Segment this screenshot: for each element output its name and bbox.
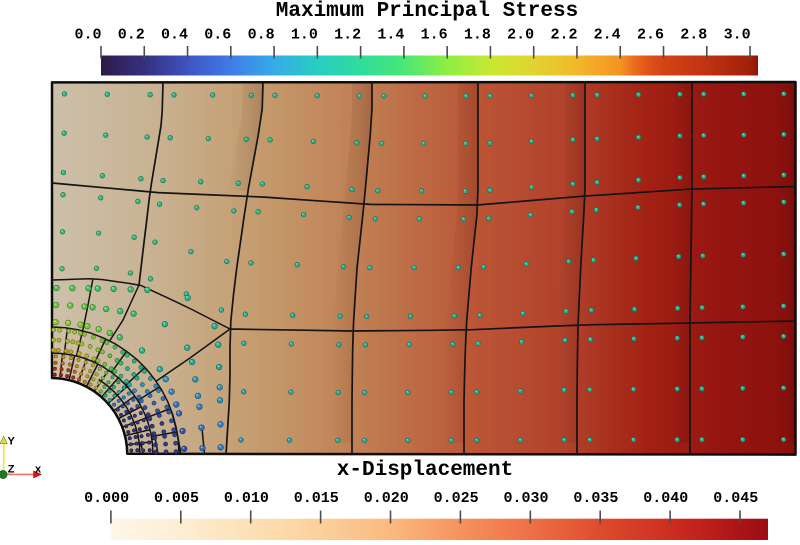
svg-text:Maximum Principal Stress: Maximum Principal Stress: [276, 0, 578, 23]
svg-text:1.8: 1.8: [464, 27, 491, 44]
svg-text:1.6: 1.6: [421, 27, 448, 44]
svg-text:Y: Y: [8, 436, 16, 448]
svg-text:0.035: 0.035: [573, 490, 618, 507]
svg-text:0.005: 0.005: [154, 490, 199, 507]
svg-text:0.000: 0.000: [84, 490, 129, 507]
svg-text:0.040: 0.040: [643, 490, 688, 507]
svg-text:0.6: 0.6: [204, 27, 231, 44]
svg-text:2.8: 2.8: [680, 27, 707, 44]
svg-text:0.2: 0.2: [118, 27, 145, 44]
svg-text:0.020: 0.020: [364, 490, 409, 507]
svg-text:0.8: 0.8: [248, 27, 275, 44]
svg-text:0.015: 0.015: [294, 490, 339, 507]
svg-text:1.0: 1.0: [291, 27, 318, 44]
svg-text:3.0: 3.0: [724, 27, 751, 44]
svg-text:x: x: [35, 464, 42, 476]
svg-text:0.4: 0.4: [161, 27, 188, 44]
svg-text:2.0: 2.0: [507, 27, 534, 44]
svg-text:2.4: 2.4: [594, 27, 621, 44]
svg-text:0.045: 0.045: [713, 490, 758, 507]
svg-text:2.2: 2.2: [550, 27, 577, 44]
svg-text:0.030: 0.030: [503, 490, 548, 507]
svg-text:Z: Z: [8, 464, 15, 476]
svg-text:x-Displacement: x-Displacement: [337, 459, 513, 482]
svg-text:1.4: 1.4: [377, 27, 404, 44]
svg-text:1.2: 1.2: [334, 27, 361, 44]
svg-text:0.0: 0.0: [74, 27, 101, 44]
svg-text:0.025: 0.025: [434, 490, 479, 507]
svg-text:2.6: 2.6: [637, 27, 664, 44]
svg-text:0.010: 0.010: [224, 490, 269, 507]
